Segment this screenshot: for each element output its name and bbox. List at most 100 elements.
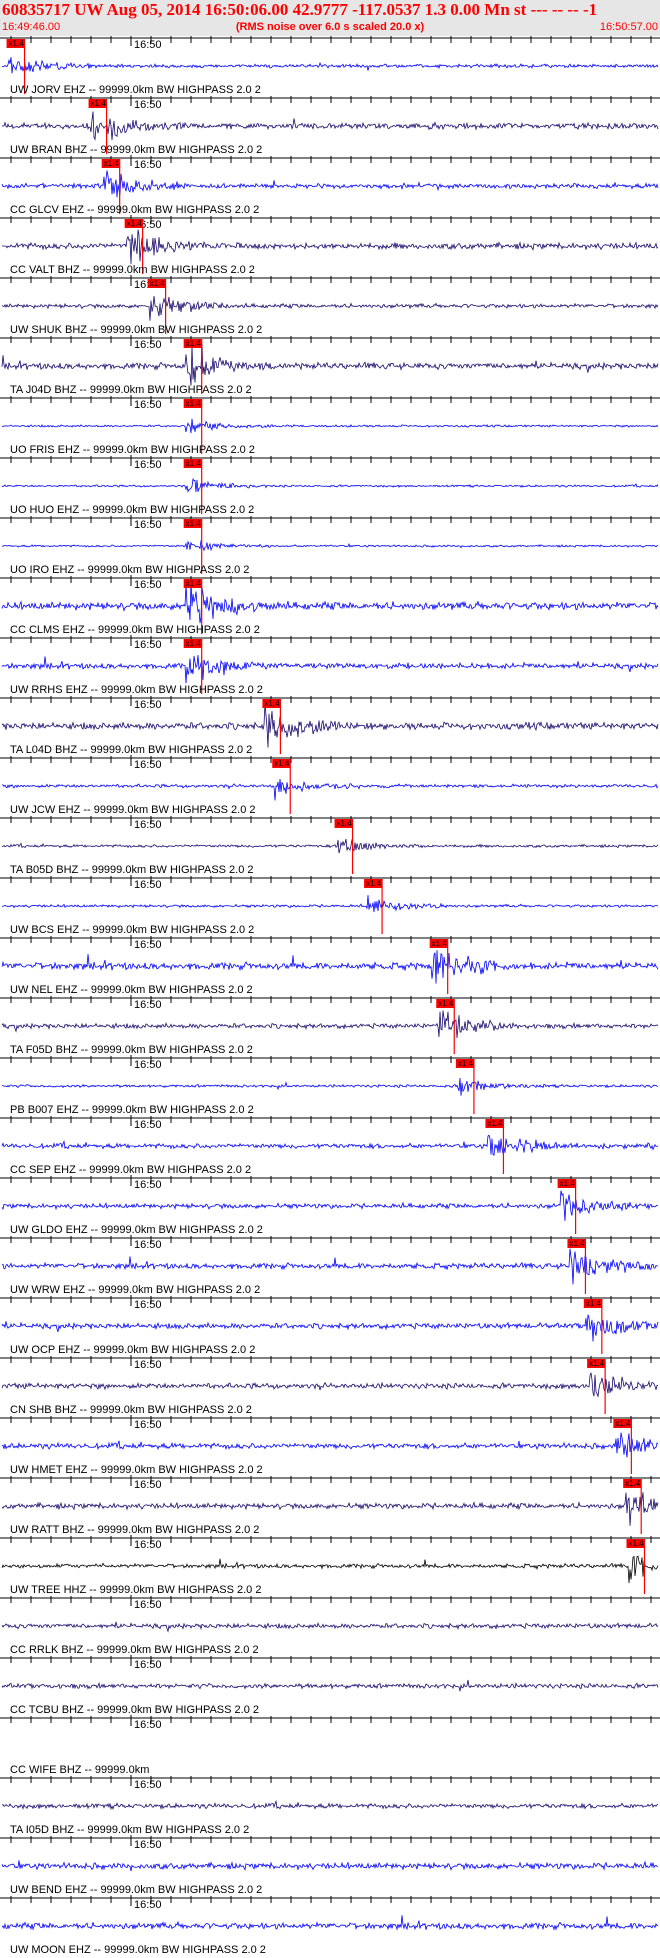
station-label: UW BCS EHZ -- 99999.0km BW HIGHPASS 2.0 … [10, 924, 254, 936]
pick-flag [183, 339, 202, 348]
trace-row: 16:50 x1.4 UW WRW EHZ -- 99999.0km BW HIGH… [0, 1235, 660, 1296]
pick-flag [183, 639, 202, 648]
station-label: CC SEP EHZ -- 99999.0km BW HIGHPASS 2.0 … [10, 1164, 251, 1176]
tick-label: 16:50 [134, 1779, 162, 1791]
waveform [2, 838, 659, 854]
pick-label: x1.4 [560, 1179, 576, 1188]
pick-flag [183, 579, 202, 588]
station-label: UW HMET EHZ -- 99999.0km BW HIGHPASS 2.0… [10, 1464, 263, 1476]
pick-flag [272, 759, 291, 768]
waveform [1, 1860, 659, 1872]
tick-label: 16:50 [134, 999, 162, 1011]
station-label: UW NEL EHZ -- 99999.0km BW HIGHPASS 2.0 … [10, 984, 253, 996]
trace-row: 16:50 x1.4 CC CLMS EHZ -- 99999.0km BW HIG… [0, 575, 660, 636]
station-label: CN SHB BHZ -- 99999.0km BW HIGHPASS 2.0 … [10, 1404, 252, 1416]
station-label: TA B05D BHZ -- 99999.0km BW HIGHPASS 2.0… [10, 864, 254, 876]
tick-label: 16:50 [134, 819, 162, 831]
pick-label: x1.4 [337, 819, 353, 828]
station-label: UW WRW EHZ -- 99999.0km BW HIGHPASS 2.0 … [10, 1284, 260, 1296]
waveform [1, 1799, 659, 1811]
station-label: UW SHUK BHZ -- 99999.0km BW HIGHPASS 2.0… [10, 324, 262, 336]
waveform [1, 1492, 659, 1526]
trace-row: 16:50 x1.4 UO IRO EHZ -- 99999.0km BW HIGH… [0, 515, 660, 576]
station-label: TA F05D BHZ -- 99999.0km BW HIGHPASS 2.0… [10, 1044, 253, 1056]
tick-label: 16:50 [134, 639, 162, 651]
pick-flag [334, 819, 353, 828]
pick-label: x1.4 [569, 1239, 585, 1248]
waveform [1, 778, 659, 801]
trace-row: 16:50 UW BEND EHZ -- 99999.0km BW HIGHPAS… [0, 1835, 660, 1896]
pick-label: x1.4 [127, 219, 143, 228]
trace-row: 16:50 x1.4 UW GLDO EHZ -- 99999.0km BW HIG… [0, 1175, 660, 1236]
tick-label: 16:50 [134, 1479, 162, 1491]
tick-label: 16:50 [134, 1419, 162, 1431]
pick-flag [455, 1059, 474, 1068]
pick-flag [262, 699, 281, 708]
pick-label: x1.4 [432, 939, 448, 948]
pick-label: x1.4 [186, 459, 202, 468]
tick-label: 16:50 [134, 1599, 162, 1611]
tick-label: 16:50 [134, 1899, 162, 1911]
station-label: CC VALT BHZ -- 99999.0km BW HIGHPASS 2.0… [10, 264, 255, 276]
station-label: CC CLMS EHZ -- 99999.0km BW HIGHPASS 2.0… [10, 624, 260, 636]
station-label: TA I05D BHZ -- 99999.0km BW HIGHPASS 2.0… [10, 1824, 249, 1836]
waveform [1, 170, 659, 198]
trace-row: 16:50 x1.4 CC SEP EHZ -- 99999.0km BW HIGH… [0, 1115, 660, 1176]
station-label: UW TREE HHZ -- 99999.0km BW HIGHPASS 2.0… [10, 1584, 261, 1596]
trace-row: 16:50 x1.4 UO HUO EHZ -- 99999.0km BW HIGH… [0, 455, 660, 516]
tick-label: 16:50 [134, 759, 162, 771]
waveform [1, 654, 659, 684]
pick-flag [587, 1359, 606, 1368]
trace-row: 16:50 CC TCBU BHZ -- 99999.0km BW HIGHPAS… [0, 1655, 660, 1716]
pick-flag [557, 1179, 576, 1188]
tick-label: 16:50 [134, 459, 162, 471]
tick-label: 16:50 [134, 39, 162, 51]
pick-flag [429, 939, 448, 948]
station-label: UW GLDO EHZ -- 99999.0km BW HIGHPASS 2.0… [10, 1224, 263, 1236]
station-label: UW JORV EHZ -- 99999.0km BW HIGHPASS 2.0… [10, 84, 261, 96]
station-label: CC RRLK BHZ -- 99999.0km BW HIGHPASS 2.0… [10, 1644, 259, 1656]
pick-flag [613, 1419, 632, 1428]
trace-row: 16:50 x1.4 TA B05D BHZ -- 99999.0km BW HIG… [0, 815, 660, 876]
pick-label: x1.4 [625, 1479, 641, 1488]
waveform [1, 229, 659, 264]
trace-row: 16:50 x1.4 TA L04D BHZ -- 99999.0km BW HIG… [0, 695, 660, 756]
pick-flag [183, 519, 202, 528]
station-label: TA J04D BHZ -- 99999.0km BW HIGHPASS 2.0… [10, 384, 252, 396]
pick-flag [567, 1239, 586, 1248]
tick-label: 16:50 [134, 1719, 162, 1731]
station-label: PB B007 EHZ -- 99999.0km BW HIGHPASS 2.0… [10, 1104, 254, 1116]
station-label: UW RRHS EHZ -- 99999.0km BW HIGHPASS 2.0… [10, 684, 263, 696]
pick-label: x1.4 [91, 99, 107, 108]
tick-label: 16:50 [134, 939, 162, 951]
waveform [1, 1679, 659, 1692]
pick-label: x1.4 [186, 339, 202, 348]
trace-row: 16:50 UW MOON EHZ -- 99999.0km BW HIGHPAS… [0, 1895, 660, 1956]
station-label: UO FRIS EHZ -- 99999.0km BW HIGHPASS 2.0… [10, 444, 255, 456]
station-label: UO HUO EHZ -- 99999.0km BW HIGHPASS 2.0 … [10, 504, 254, 516]
pick-label: x1.4 [487, 1119, 503, 1128]
trace-row: 16:50 x1.4 CN SHB BHZ -- 99999.0km BW HIGH… [0, 1355, 660, 1416]
waveform [1, 702, 659, 748]
waveform [1, 1314, 659, 1342]
station-label: UW BEND EHZ -- 99999.0km BW HIGHPASS 2.0… [10, 1884, 262, 1896]
trace-row: 16:50 x1.4 UW TREE HHZ -- 99999.0km BW HIG… [0, 1535, 660, 1596]
pick-flag [436, 999, 455, 1008]
pick-label: x1.4 [458, 1059, 474, 1068]
trace-row: 16:50 x1.4 UO FRIS EHZ -- 99999.0km BW HIG… [0, 395, 660, 456]
waveform [1, 418, 659, 434]
trace-row: 16:50 CC RRLK BHZ -- 99999.0km BW HIGHPAS… [0, 1595, 660, 1656]
trace-row: 16:50 x1.4 TA J04D BHZ -- 99999.0km BW HIG… [0, 335, 660, 396]
waveform [1, 1248, 658, 1285]
tick-label: 16:50 [134, 1059, 162, 1071]
waveform [1, 295, 659, 321]
start-time: 16:49:46.00 [2, 21, 61, 33]
tick-label: 16:50 [134, 1179, 162, 1191]
pick-flag [6, 39, 25, 48]
waveform [1, 1372, 659, 1398]
pick-flag [183, 459, 202, 468]
tick-label: 16:50 [134, 579, 162, 591]
trace-row: 16:50 x1.4 UW RRHS EHZ -- 99999.0km BW HIG… [0, 635, 660, 696]
waveform [1, 1621, 659, 1633]
